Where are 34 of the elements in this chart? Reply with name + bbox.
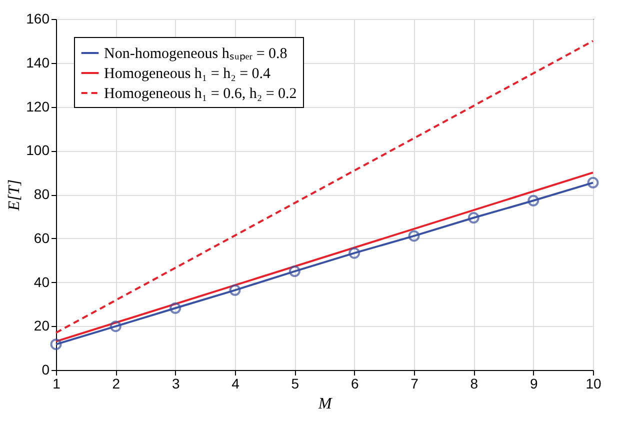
point: [587, 176, 599, 188]
y-tick-label: 0: [42, 362, 50, 378]
x-tick-label: 10: [586, 376, 602, 392]
x-tick-label: 5: [291, 376, 300, 392]
y-tick-label: 80: [34, 186, 50, 202]
y-tick-label: 20: [34, 318, 50, 334]
point: [229, 284, 241, 296]
x-tick-label: 2: [112, 376, 120, 392]
y-axis-title: E[T]: [6, 179, 24, 212]
point: [468, 212, 480, 224]
legend-label: Homogeneous h₁ = h₂ = 0.4: [104, 66, 272, 82]
x-axis-title: M: [317, 396, 334, 412]
x-tick-label: 9: [530, 376, 538, 392]
x-tick-label: 6: [350, 376, 359, 392]
point: [170, 302, 182, 314]
point: [408, 230, 420, 242]
x-tick-label: 3: [172, 376, 180, 392]
y-tick-label: 60: [34, 230, 50, 246]
point: [288, 266, 300, 278]
x-tick-label: 7: [410, 376, 419, 392]
legend-label: Non-homogeneous hₛᵤₚₑᵣ = 0.8: [104, 46, 288, 62]
point: [50, 338, 62, 350]
y-tick-label: 100: [26, 142, 50, 158]
point: [528, 194, 540, 206]
y-tick-label: 120: [26, 98, 50, 114]
legend-label: Homogeneous h₁ = 0.6, h₂ = 0.2: [104, 86, 297, 102]
x-tick-label: 4: [232, 376, 240, 392]
point: [348, 247, 360, 259]
point: [110, 320, 122, 332]
x-tick-label: 8: [470, 376, 478, 392]
x-tick-label: 1: [52, 376, 61, 392]
y-tick-label: 160: [26, 10, 50, 26]
y-tick-label: 140: [26, 54, 50, 70]
y-tick-label: 40: [34, 274, 50, 290]
